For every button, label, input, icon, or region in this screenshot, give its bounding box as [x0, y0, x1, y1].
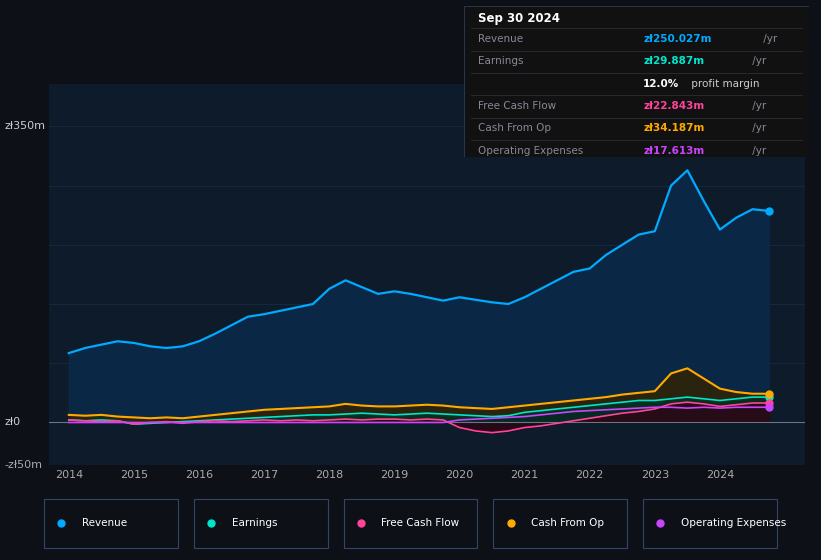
Text: Operating Expenses: Operating Expenses — [681, 519, 786, 529]
Text: 12.0%: 12.0% — [643, 78, 680, 88]
Text: Earnings: Earnings — [232, 519, 277, 529]
Text: /yr: /yr — [749, 101, 766, 111]
Text: zł17.613m: zł17.613m — [643, 146, 704, 156]
Text: /yr: /yr — [749, 56, 766, 66]
Text: /yr: /yr — [749, 123, 766, 133]
FancyBboxPatch shape — [343, 500, 478, 548]
FancyBboxPatch shape — [464, 6, 809, 157]
Text: Free Cash Flow: Free Cash Flow — [478, 101, 556, 111]
Text: Cash From Op: Cash From Op — [478, 123, 551, 133]
Text: Earnings: Earnings — [478, 56, 523, 66]
Text: Revenue: Revenue — [478, 34, 523, 44]
Text: -zł50m: -zł50m — [4, 460, 42, 470]
FancyBboxPatch shape — [194, 500, 328, 548]
Text: zł350m: zł350m — [4, 122, 45, 131]
Text: Sep 30 2024: Sep 30 2024 — [478, 12, 560, 25]
Text: Free Cash Flow: Free Cash Flow — [381, 519, 460, 529]
Text: /yr: /yr — [760, 34, 777, 44]
FancyBboxPatch shape — [44, 500, 178, 548]
Text: zł0: zł0 — [4, 418, 21, 427]
Text: zł29.887m: zł29.887m — [643, 56, 704, 66]
Text: profit margin: profit margin — [688, 78, 759, 88]
Text: Revenue: Revenue — [82, 519, 127, 529]
Text: zł250.027m: zł250.027m — [643, 34, 712, 44]
Text: Operating Expenses: Operating Expenses — [478, 146, 583, 156]
FancyBboxPatch shape — [493, 500, 627, 548]
Text: zł22.843m: zł22.843m — [643, 101, 704, 111]
Text: zł34.187m: zł34.187m — [643, 123, 704, 133]
Text: /yr: /yr — [749, 146, 766, 156]
Text: Cash From Op: Cash From Op — [531, 519, 604, 529]
FancyBboxPatch shape — [643, 500, 777, 548]
